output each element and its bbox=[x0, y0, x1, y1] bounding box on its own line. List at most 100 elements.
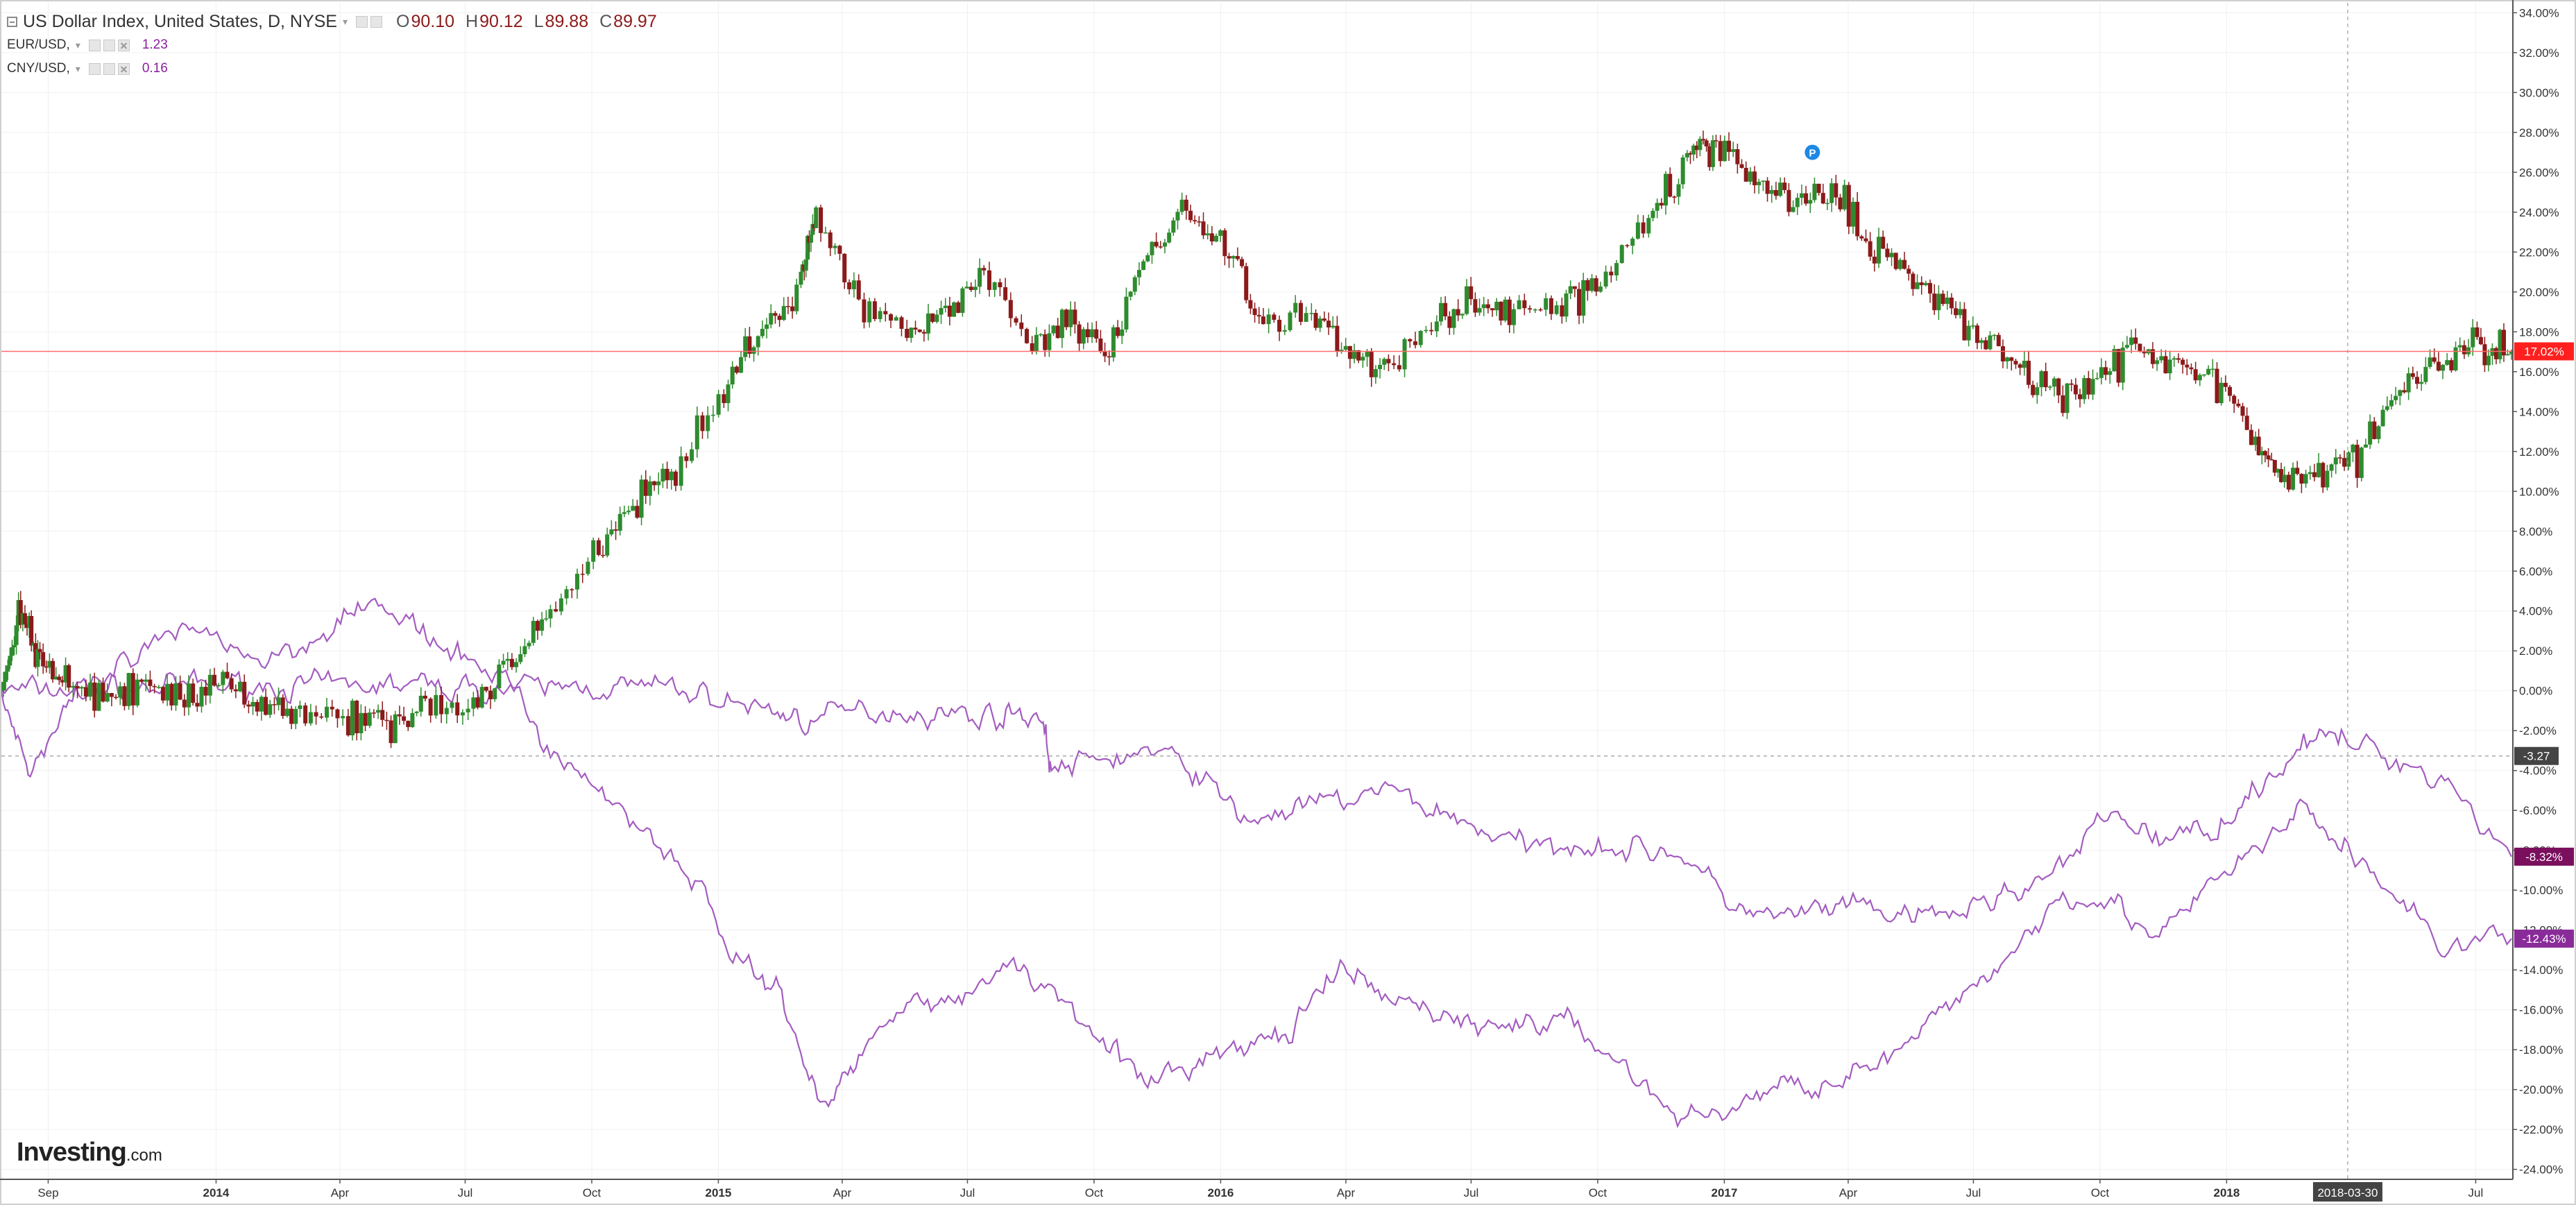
last-value-label: 17.02% bbox=[2524, 345, 2564, 358]
candle-up bbox=[1761, 180, 1766, 182]
close-icon[interactable] bbox=[117, 62, 130, 75]
candle-up bbox=[2359, 447, 2364, 478]
y-tick-label: -10.00% bbox=[2519, 884, 2563, 897]
candle-down bbox=[2402, 390, 2407, 393]
candle-up bbox=[1132, 277, 1137, 292]
candle-up bbox=[2419, 382, 2424, 384]
candle-down bbox=[1201, 221, 1206, 236]
eye-icon[interactable] bbox=[88, 62, 101, 75]
candle-up bbox=[756, 336, 760, 348]
candle-up bbox=[514, 662, 519, 667]
candle-up bbox=[3, 672, 8, 682]
candle-down bbox=[1694, 145, 1699, 151]
candle-up bbox=[2155, 360, 2160, 364]
eye-icon[interactable] bbox=[88, 39, 101, 51]
candle-down bbox=[1227, 256, 1231, 259]
candle-down bbox=[439, 694, 444, 715]
candle-down bbox=[930, 313, 935, 322]
candle-down bbox=[303, 705, 308, 724]
candle-down bbox=[2244, 416, 2249, 430]
candle-up bbox=[20, 613, 25, 625]
candle-up bbox=[769, 313, 774, 325]
candle-down bbox=[1429, 330, 1434, 332]
candle-up bbox=[444, 708, 449, 715]
candle-up bbox=[341, 716, 346, 719]
candle-down bbox=[1911, 273, 1916, 289]
candle-down bbox=[777, 316, 782, 321]
chevron-down-icon[interactable]: ▾ bbox=[75, 62, 80, 74]
candle-down bbox=[484, 687, 488, 691]
candle-up bbox=[1309, 313, 1314, 314]
candle-up bbox=[2325, 470, 2330, 488]
candle-up bbox=[1778, 182, 1783, 196]
candle-up bbox=[810, 223, 815, 235]
candle-up bbox=[493, 688, 497, 699]
instrument-title[interactable]: US Dollar Index, United States, D, NYSE bbox=[23, 11, 337, 31]
candle-up bbox=[2202, 374, 2207, 376]
settings-icon[interactable] bbox=[370, 15, 382, 28]
candle-up bbox=[31, 643, 36, 646]
candle-up bbox=[1676, 184, 1681, 197]
candle-down bbox=[402, 716, 407, 721]
candle-up bbox=[2095, 377, 2099, 379]
event-marker-icon bbox=[1805, 144, 1820, 160]
candle-up bbox=[1039, 334, 1043, 336]
candle-up bbox=[2065, 383, 2070, 413]
candle-up bbox=[501, 660, 506, 665]
candle-up bbox=[2108, 371, 2113, 375]
candle-down bbox=[2104, 367, 2108, 375]
x-tick-label: Sep bbox=[37, 1186, 58, 1199]
candle-up bbox=[605, 534, 610, 556]
candle-up bbox=[367, 712, 372, 726]
candle-down bbox=[1739, 164, 1744, 168]
candle-down bbox=[652, 481, 657, 486]
eye-icon[interactable] bbox=[356, 15, 368, 28]
candle-down bbox=[397, 714, 402, 717]
chevron-down-icon[interactable]: ▾ bbox=[75, 39, 80, 51]
candle-down bbox=[947, 305, 952, 317]
candle-down bbox=[905, 328, 910, 338]
candle-down bbox=[2462, 345, 2466, 354]
candle-up bbox=[14, 625, 19, 645]
candle-down bbox=[1064, 309, 1069, 327]
candle-down bbox=[700, 415, 705, 431]
candle-down bbox=[1688, 153, 1693, 155]
candle-down bbox=[1868, 241, 1873, 257]
y-tick-label: 20.00% bbox=[2519, 286, 2559, 299]
close-icon[interactable] bbox=[117, 39, 130, 51]
candle-down bbox=[1735, 149, 1740, 164]
candle-down bbox=[2181, 359, 2185, 365]
candle-up bbox=[609, 529, 614, 535]
candle-up bbox=[186, 683, 191, 708]
candle-up bbox=[2099, 367, 2104, 378]
candle-down bbox=[722, 394, 726, 404]
y-tick-label: -2.00% bbox=[2519, 724, 2557, 737]
eurusd-label[interactable]: EUR/USD, bbox=[7, 37, 70, 52]
candle-up bbox=[1915, 282, 1920, 289]
candle-up bbox=[1059, 309, 1064, 339]
collapse-icon[interactable] bbox=[7, 16, 17, 27]
last-value-label: -8.32% bbox=[2525, 851, 2563, 864]
candle-up bbox=[1877, 237, 1882, 264]
cnyusd-label[interactable]: CNY/USD, bbox=[7, 61, 70, 76]
legend: US Dollar Index, United States, D, NYSE … bbox=[7, 10, 657, 80]
candle-down bbox=[1846, 185, 1851, 227]
chevron-down-icon[interactable]: ▾ bbox=[342, 15, 348, 27]
x-tick-label: 2017 bbox=[1711, 1186, 1737, 1199]
candle-up bbox=[1533, 309, 1537, 311]
candle-up bbox=[751, 347, 756, 354]
settings-icon[interactable] bbox=[103, 62, 115, 75]
candle-up bbox=[716, 394, 721, 415]
candle-down bbox=[1222, 230, 1227, 257]
candle-up bbox=[1829, 183, 1834, 203]
candle-up bbox=[1266, 314, 1271, 325]
candle-down bbox=[182, 699, 187, 708]
candle-up bbox=[909, 327, 914, 338]
candle-down bbox=[2078, 394, 2083, 400]
y-tick-label: -24.00% bbox=[2519, 1163, 2563, 1177]
settings-icon[interactable] bbox=[103, 39, 115, 51]
candle-up bbox=[2346, 452, 2351, 467]
candle-up bbox=[1825, 203, 1829, 205]
